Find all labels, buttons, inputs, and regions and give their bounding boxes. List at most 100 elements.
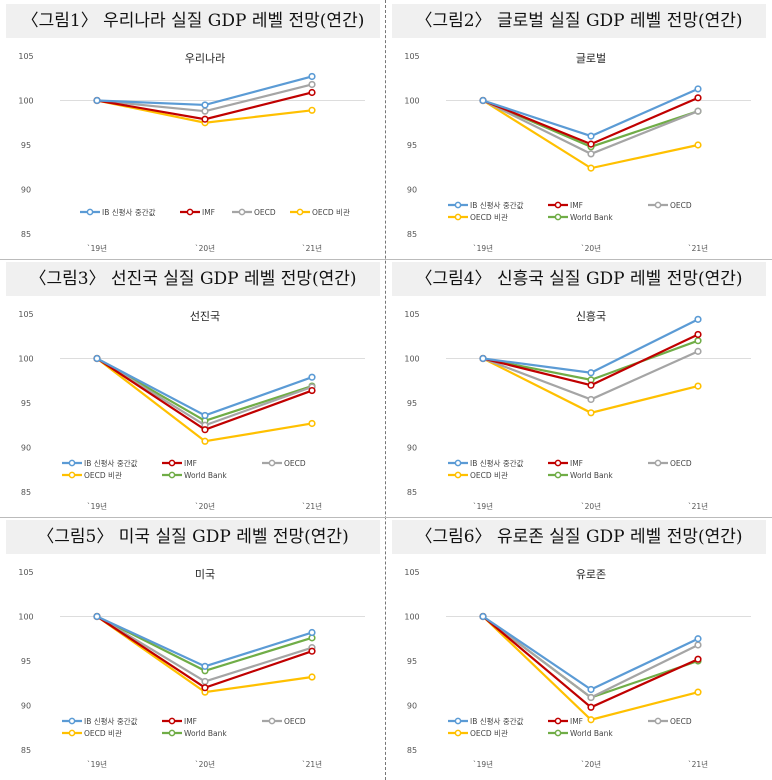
x-tick-label: `19년 — [87, 501, 107, 511]
column-divider — [385, 0, 386, 780]
legend-item: IB 신평사 중간값 — [448, 458, 524, 468]
legend-label: OECD 비관 — [84, 470, 122, 480]
data-point — [694, 315, 702, 323]
figure-heading: 〈그림2〉 글로벌 실질 GDP 레벨 전망(연간) — [392, 4, 766, 38]
legend-label: IMF — [570, 201, 583, 210]
legend-label: World Bank — [184, 729, 227, 738]
data-point — [694, 94, 702, 102]
legend-item: IB 신평사 중간값 — [62, 716, 138, 726]
y-tick-label: 85 — [407, 746, 417, 755]
figure-heading: 〈그림5〉 미국 실질 GDP 레벨 전망(연간) — [6, 520, 380, 554]
legend-label: IMF — [570, 459, 583, 468]
line-chart: 85 90 95 100 105 우리나라 `19년 `20년 `21년 IB 신평사 중간값 IM… — [18, 52, 365, 253]
legend-item: OECD — [232, 208, 276, 217]
x-tick-label: `19년 — [473, 501, 493, 511]
data-point — [587, 685, 595, 694]
data-point — [308, 419, 316, 428]
legend-label: OECD — [284, 717, 306, 726]
y-tick-label: 85 — [407, 488, 417, 497]
chart-title: 유로존 — [576, 568, 606, 581]
legend-label: OECD — [670, 717, 692, 726]
y-tick-label: 100 — [18, 355, 33, 364]
y-tick-label: 90 — [21, 186, 31, 195]
data-point — [587, 132, 595, 140]
row-divider — [0, 517, 772, 518]
data-point — [587, 150, 595, 158]
y-tick-label: 85 — [21, 230, 31, 239]
y-tick-label: 95 — [21, 141, 31, 150]
data-point — [201, 662, 209, 670]
legend-label: IMF — [570, 717, 583, 726]
legend-item: OECD — [262, 717, 306, 726]
legend-label: IB 신평사 중간값 — [102, 207, 156, 217]
y-tick-label: 100 — [404, 355, 419, 364]
legend-item: OECD — [648, 717, 692, 726]
line-chart: 85 90 95 100 105 미국 `19년 `20년 `21년 IB 신평사 중간값 IMF O… — [18, 568, 365, 769]
y-tick-label: 100 — [404, 97, 419, 106]
data-point — [694, 382, 702, 390]
chart-panel: 〈그림6〉 유로존 실질 GDP 레벨 전망(연간) 85 90 95 100 105 유로… — [386, 516, 772, 776]
legend-label: IB 신평사 중간값 — [84, 458, 138, 468]
data-point — [479, 96, 487, 105]
y-tick-label: 95 — [407, 399, 417, 408]
chart-title: 우리나라 — [185, 52, 225, 65]
data-point — [587, 395, 595, 404]
line-chart: 85 90 95 100 105 글로벌 `19년 `20년 `21년 IB 신평사 중간값 IMF… — [404, 52, 751, 253]
legend-label: OECD 비관 — [470, 728, 508, 738]
y-tick-label: 85 — [21, 488, 31, 497]
y-tick-label: 105 — [18, 52, 33, 61]
legend-item: IMF — [180, 208, 215, 217]
legend-item: IMF — [548, 201, 583, 210]
data-point — [308, 628, 316, 637]
legend-label: OECD 비관 — [84, 728, 122, 738]
series-line — [96, 357, 313, 417]
data-point — [587, 381, 595, 389]
data-point — [694, 85, 702, 93]
legend-item: OECD 비관 — [62, 470, 122, 480]
x-tick-label: `20년 — [195, 243, 215, 253]
figure-heading: 〈그림6〉 유로존 실질 GDP 레벨 전망(연간) — [392, 520, 766, 554]
y-tick-label: 100 — [404, 613, 419, 622]
data-point — [201, 101, 209, 109]
line-chart: 85 90 95 100 105 신흥국 `19년 `20년 `21년 IB 신평사 중간값 IMF… — [404, 309, 751, 511]
y-tick-label: 105 — [404, 52, 419, 61]
line-chart: 85 90 95 100 105 유로존 `19년 `20년 `21년 IB 신평사 중간값 IMF… — [404, 568, 751, 769]
y-tick-label: 90 — [407, 186, 417, 195]
data-point — [479, 354, 487, 363]
y-tick-label: 100 — [18, 613, 33, 622]
data-point — [201, 426, 209, 434]
y-tick-label: 90 — [21, 444, 31, 453]
y-tick-label: 95 — [407, 657, 417, 666]
y-tick-label: 100 — [18, 97, 33, 106]
series-line — [482, 615, 699, 699]
legend-item: OECD — [648, 201, 692, 210]
data-point — [694, 688, 702, 696]
x-tick-label: `21년 — [302, 501, 322, 511]
legend-item: IMF — [548, 717, 583, 726]
data-point — [694, 337, 702, 345]
x-tick-label: `20년 — [195, 759, 215, 769]
data-point — [308, 373, 316, 381]
data-point — [308, 647, 316, 655]
y-tick-label: 105 — [404, 310, 419, 319]
chart-panel: 〈그림2〉 글로벌 실질 GDP 레벨 전망(연간) 85 90 95 100 105 글로… — [386, 0, 772, 260]
legend-item: World Bank — [162, 471, 227, 480]
data-point — [587, 703, 595, 711]
legend-item: World Bank — [162, 729, 227, 738]
x-tick-label: `20년 — [195, 501, 215, 511]
row-divider — [0, 259, 772, 260]
legend-item: IB 신평사 중간값 — [62, 458, 138, 468]
data-point — [308, 673, 316, 681]
chart-panel: 〈그림5〉 미국 실질 GDP 레벨 전망(연간) 85 90 95 100 105 미국 `… — [0, 516, 386, 776]
chart-title: 글로벌 — [576, 52, 606, 65]
data-point — [694, 107, 702, 115]
chart-panel: 〈그림4〉 신흥국 실질 GDP 레벨 전망(연간) 85 90 95 100 105 신흥… — [386, 258, 772, 518]
figure-heading: 〈그림1〉 우리나라 실질 GDP 레벨 전망(연간) — [6, 4, 380, 38]
legend-label: OECD — [284, 459, 306, 468]
legend-label: World Bank — [570, 729, 613, 738]
data-point — [694, 655, 702, 663]
legend-item: World Bank — [548, 471, 613, 480]
legend-item: OECD 비관 — [448, 728, 508, 738]
data-point — [479, 612, 487, 621]
